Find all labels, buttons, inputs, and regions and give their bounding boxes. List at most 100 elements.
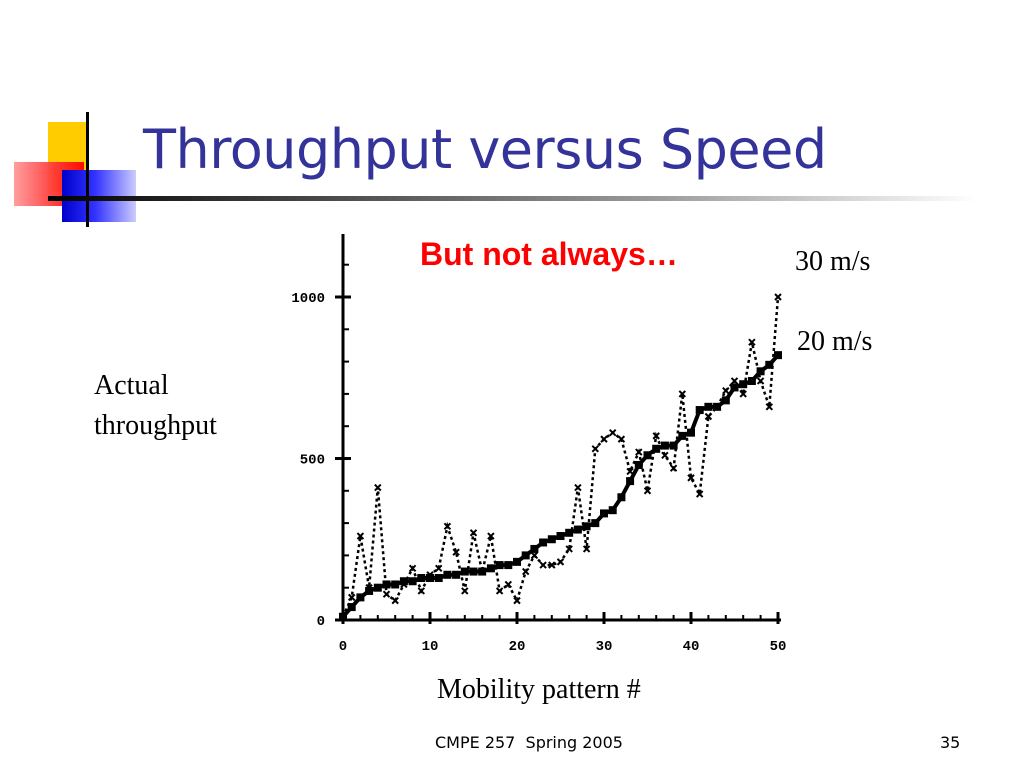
data-point-30ms bbox=[495, 587, 504, 595]
data-point-20ms bbox=[373, 583, 382, 592]
data-point-20ms bbox=[643, 451, 652, 460]
series-label-30: 30 m/s bbox=[795, 246, 871, 277]
data-point-20ms bbox=[539, 538, 548, 547]
data-point-30ms bbox=[678, 390, 687, 398]
data-point-30ms bbox=[582, 545, 591, 553]
x-tick-label: 50 bbox=[770, 639, 787, 655]
data-point-20ms bbox=[521, 551, 530, 560]
data-point-30ms bbox=[695, 490, 704, 498]
data-point-30ms bbox=[687, 474, 695, 482]
data-point-30ms bbox=[574, 483, 582, 492]
data-point-30ms bbox=[539, 561, 547, 569]
data-point-20ms bbox=[695, 406, 704, 415]
data-point-20ms bbox=[660, 441, 669, 450]
data-point-30ms bbox=[382, 590, 391, 598]
data-point-20ms bbox=[399, 577, 408, 586]
data-point-20ms bbox=[469, 567, 478, 576]
data-point-30ms bbox=[643, 487, 652, 495]
data-point-30ms bbox=[443, 522, 452, 531]
data-point-30ms bbox=[722, 386, 730, 395]
data-point-20ms bbox=[774, 351, 782, 360]
title-underline bbox=[48, 196, 978, 201]
y-tick-label: 1000 bbox=[291, 291, 325, 307]
data-point-20ms bbox=[765, 360, 774, 369]
x-tick-label: 40 bbox=[683, 639, 700, 655]
data-point-20ms bbox=[591, 519, 600, 528]
data-point-20ms bbox=[608, 506, 617, 515]
data-point-30ms bbox=[600, 435, 608, 443]
data-point-20ms bbox=[443, 570, 452, 579]
data-point-30ms bbox=[504, 580, 513, 589]
data-point-20ms bbox=[460, 567, 469, 576]
data-point-20ms bbox=[556, 532, 565, 541]
data-point-30ms bbox=[408, 564, 417, 573]
data-point-20ms bbox=[617, 493, 626, 502]
data-point-30ms bbox=[530, 551, 539, 560]
data-point-20ms bbox=[600, 509, 608, 518]
data-point-30ms bbox=[556, 558, 565, 566]
data-point-30ms bbox=[391, 596, 399, 605]
footer-course: CMPE 257 Spring 2005 bbox=[435, 733, 623, 752]
data-point-20ms bbox=[408, 577, 417, 586]
data-point-20ms bbox=[626, 477, 635, 486]
data-point-30ms bbox=[513, 596, 521, 605]
data-point-30ms bbox=[617, 435, 626, 443]
slide-subtitle: But not always… bbox=[420, 236, 678, 272]
x-tick-label: 0 bbox=[339, 639, 347, 655]
x-tick-label: 20 bbox=[509, 639, 526, 655]
data-point-30ms bbox=[591, 445, 600, 453]
data-point-30ms bbox=[635, 448, 643, 456]
data-point-20ms bbox=[452, 570, 461, 579]
data-point-30ms bbox=[356, 532, 365, 540]
data-point-20ms bbox=[582, 522, 591, 531]
data-point-30ms bbox=[434, 564, 443, 573]
data-point-20ms bbox=[495, 561, 504, 570]
data-point-20ms bbox=[747, 376, 756, 385]
data-point-20ms bbox=[486, 564, 495, 573]
data-point-30ms bbox=[669, 464, 678, 472]
data-point-20ms bbox=[704, 402, 713, 411]
data-point-30ms bbox=[608, 428, 617, 437]
data-point-30ms bbox=[487, 532, 495, 540]
data-point-30ms bbox=[704, 412, 713, 421]
data-point-30ms bbox=[374, 483, 382, 492]
data-point-30ms bbox=[730, 377, 739, 385]
data-point-20ms bbox=[356, 593, 365, 602]
data-point-30ms bbox=[347, 593, 356, 602]
data-point-20ms bbox=[565, 528, 574, 537]
slide-title: Throughput versus Speed bbox=[143, 118, 827, 181]
data-point-20ms bbox=[434, 574, 443, 583]
data-point-20ms bbox=[713, 402, 722, 411]
data-point-30ms bbox=[652, 432, 660, 440]
data-point-30ms bbox=[521, 567, 530, 576]
data-point-30ms bbox=[748, 338, 756, 346]
data-point-20ms bbox=[530, 544, 539, 553]
data-point-20ms bbox=[634, 460, 643, 469]
series-line-30ms bbox=[341, 296, 780, 618]
x-tick-label: 10 bbox=[422, 639, 439, 655]
data-point-30ms bbox=[565, 545, 573, 553]
data-point-30ms bbox=[469, 529, 478, 537]
series-label-20: 20 m/s bbox=[797, 326, 873, 357]
data-point-20ms bbox=[547, 535, 556, 544]
y-axis-label: Actual throughput bbox=[94, 370, 217, 441]
page-number: 35 bbox=[940, 733, 961, 752]
data-point-30ms bbox=[765, 403, 774, 411]
data-point-30ms bbox=[661, 451, 669, 459]
data-point-30ms bbox=[417, 587, 426, 595]
data-point-20ms bbox=[478, 567, 487, 576]
x-tick-label: 30 bbox=[596, 639, 613, 655]
data-point-20ms bbox=[687, 428, 695, 437]
data-point-30ms bbox=[461, 587, 469, 595]
data-point-20ms bbox=[730, 383, 739, 392]
data-point-30ms bbox=[452, 548, 460, 556]
data-point-20ms bbox=[347, 603, 356, 612]
data-point-20ms bbox=[739, 380, 748, 389]
data-point-20ms bbox=[365, 586, 374, 595]
y-tick-label: 500 bbox=[300, 453, 325, 469]
data-point-30ms bbox=[739, 390, 747, 398]
data-point-20ms bbox=[417, 574, 426, 583]
data-point-20ms bbox=[513, 557, 521, 566]
data-point-20ms bbox=[504, 561, 513, 570]
